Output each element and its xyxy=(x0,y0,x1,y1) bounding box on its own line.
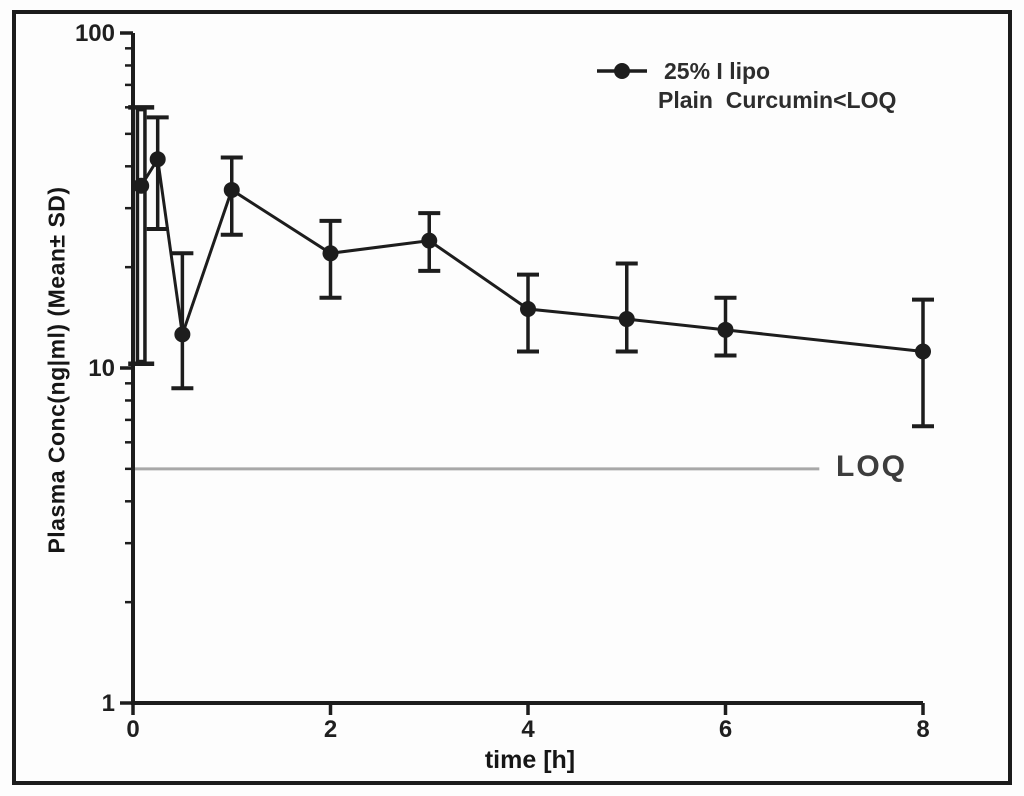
legend-series-label: 25% I lipo xyxy=(664,57,771,84)
legend-entry: 25% I lipo xyxy=(596,56,896,86)
data-point-marker xyxy=(223,181,240,198)
x-tick-label: 0 xyxy=(126,716,139,743)
data-point-marker xyxy=(915,343,931,360)
series-line xyxy=(139,154,924,354)
y-axis-title: Plasma Conc(ng|ml) (Mean± SD) xyxy=(43,186,70,554)
x-axis-title: time [h] xyxy=(484,746,576,774)
x-tick-label: 6 xyxy=(719,716,732,743)
x-tick-label: 4 xyxy=(521,716,535,743)
y-tick-label: 10 xyxy=(88,355,115,382)
data-point-marker xyxy=(618,311,635,328)
figure-frame xyxy=(12,10,1012,785)
loq-label: LOQ xyxy=(836,450,907,483)
legend: 25% I lipo Plain Curcumin<LOQ xyxy=(596,56,896,114)
data-point-marker xyxy=(149,151,166,168)
data-point-marker xyxy=(322,245,339,262)
data-point-marker xyxy=(133,177,150,194)
data-point-marker xyxy=(174,326,191,343)
x-tick-label: 8 xyxy=(916,716,929,743)
data-point-marker xyxy=(421,232,438,249)
data-point-marker xyxy=(520,301,536,318)
x-tick-label: 2 xyxy=(324,716,337,743)
y-tick-label: 1 xyxy=(102,690,115,717)
legend-note: Plain Curcumin<LOQ xyxy=(658,87,897,113)
legend-marker-icon xyxy=(597,63,647,79)
data-point-marker xyxy=(717,321,734,338)
y-tick-label: 100 xyxy=(75,20,115,47)
